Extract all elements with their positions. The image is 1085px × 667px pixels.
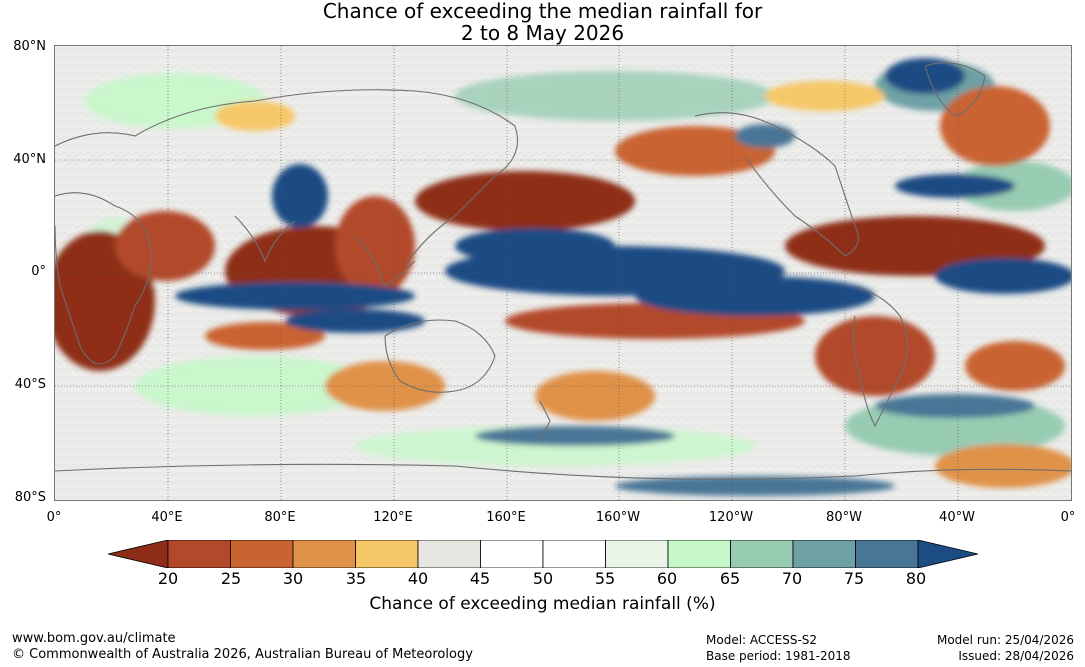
lon-label-120w: 120°W <box>708 510 754 525</box>
lat-label-40n: 40°N <box>13 152 46 167</box>
rainfall-map <box>54 45 1072 501</box>
lat-label-80s: 80°S <box>14 490 46 505</box>
colorbar-segment <box>730 540 794 568</box>
copyright-text: © Commonwealth of Australia 2026, Austra… <box>12 647 473 662</box>
colorbar-tick-45: 45 <box>469 569 491 588</box>
colorbar-tick-25: 25 <box>220 569 242 588</box>
base-period-text: Base period: 1981-2018 <box>706 649 851 663</box>
lon-label-160w: 160°W <box>595 510 641 525</box>
colorbar-segment <box>167 540 231 568</box>
colorbar-label: Chance of exceeding median rainfall (%) <box>369 594 716 614</box>
colorbar-segment <box>542 540 606 568</box>
lon-label-80w: 80°W <box>826 510 862 525</box>
lon-label-80e: 80°E <box>264 510 296 525</box>
rainfall-map-canvas <box>55 46 1071 500</box>
colorbar-segment <box>230 540 294 568</box>
colorbar-tick-70: 70 <box>781 569 803 588</box>
lon-label-0: 0° <box>46 510 62 525</box>
colorbar-tick-30: 30 <box>282 569 304 588</box>
colorbar-segment <box>792 540 856 568</box>
colorbar-extend-high <box>917 540 978 568</box>
map-gridlines <box>55 46 1071 500</box>
colorbar-segment <box>292 540 356 568</box>
coastlines <box>55 62 1071 480</box>
lat-label-40s: 40°S <box>14 377 46 392</box>
colorbar-tick-55: 55 <box>594 569 616 588</box>
title-line-1: Chance of exceeding the median rainfall … <box>322 0 763 23</box>
colorbar-segment <box>417 540 481 568</box>
colorbar-tick-80: 80 <box>905 569 927 588</box>
issued-text: Issued: 28/04/2026 <box>958 649 1074 663</box>
colorbar-segment <box>855 540 919 568</box>
colorbar-tick-60: 60 <box>656 569 678 588</box>
colorbar-tick-40: 40 <box>407 569 429 588</box>
lon-label-120e: 120°E <box>373 510 413 525</box>
colorbar-segment <box>667 540 731 568</box>
website-text: www.bom.gov.au/climate <box>12 631 176 646</box>
colorbar-tick-75: 75 <box>843 569 865 588</box>
lon-label-160e: 160°E <box>486 510 526 525</box>
colorbar-tick-50: 50 <box>532 569 554 588</box>
colorbar-extend-low <box>108 540 169 568</box>
model-text: Model: ACCESS-S2 <box>706 633 818 647</box>
lat-label-0: 0° <box>31 264 46 279</box>
colorbar-segment <box>355 540 419 568</box>
lon-label-40e: 40°E <box>151 510 183 525</box>
lon-label-0-end: 0° <box>1060 510 1076 525</box>
lon-label-40w: 40°W <box>939 510 975 525</box>
colorbar <box>108 540 978 568</box>
colorbar-segment <box>605 540 669 568</box>
colorbar-segment <box>480 540 544 568</box>
colorbar-tick-20: 20 <box>157 569 179 588</box>
model-run-text: Model run: 25/04/2026 <box>936 633 1074 647</box>
title-line-2: 2 to 8 May 2026 <box>460 21 625 45</box>
colorbar-tick-35: 35 <box>345 569 367 588</box>
colorbar-tick-65: 65 <box>719 569 741 588</box>
lat-label-80n: 80°N <box>13 39 46 54</box>
